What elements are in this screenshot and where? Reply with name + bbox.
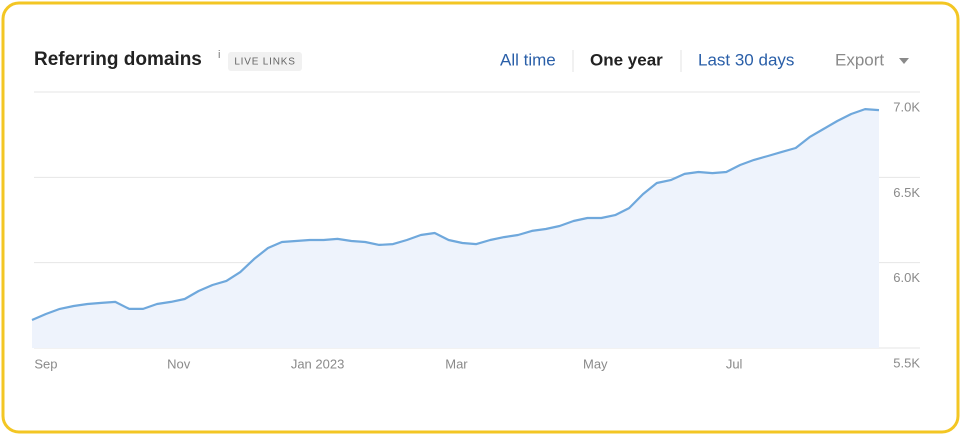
plot: 5.5K 6.0K 6.5K 7.0K Sep Nov Jan 2023 Mar May Jul <box>31 91 920 371</box>
x-tick-label: Mar <box>445 356 468 371</box>
range-button[interactable]: Last 30 days <box>698 50 794 69</box>
x-tick-label: May <box>583 356 608 371</box>
x-tick-label: Nov <box>167 356 191 371</box>
y-tick-label: 6.0K <box>893 270 920 285</box>
dropdown-arrow[interactable] <box>899 58 909 64</box>
export-button[interactable]: Export <box>835 50 884 69</box>
x-tick-label: Jul <box>726 356 743 371</box>
line <box>31 108 880 322</box>
range-button[interactable]: One year <box>590 50 663 69</box>
badge-bg <box>228 52 302 71</box>
range-button[interactable]: All time <box>500 50 556 69</box>
chart-title: Referring domains <box>34 49 202 70</box>
y-tick-label: 5.5K <box>893 355 920 370</box>
y-tick-label: 7.0K <box>893 99 920 114</box>
x-tick-label: Sep <box>34 356 57 371</box>
y-tick-label: 6.5K <box>893 185 920 200</box>
info-icon[interactable]: i <box>218 49 220 61</box>
area <box>32 109 879 348</box>
x-tick-label: Jan 2023 <box>291 356 345 371</box>
badge: LIVE LINKS <box>234 57 295 68</box>
